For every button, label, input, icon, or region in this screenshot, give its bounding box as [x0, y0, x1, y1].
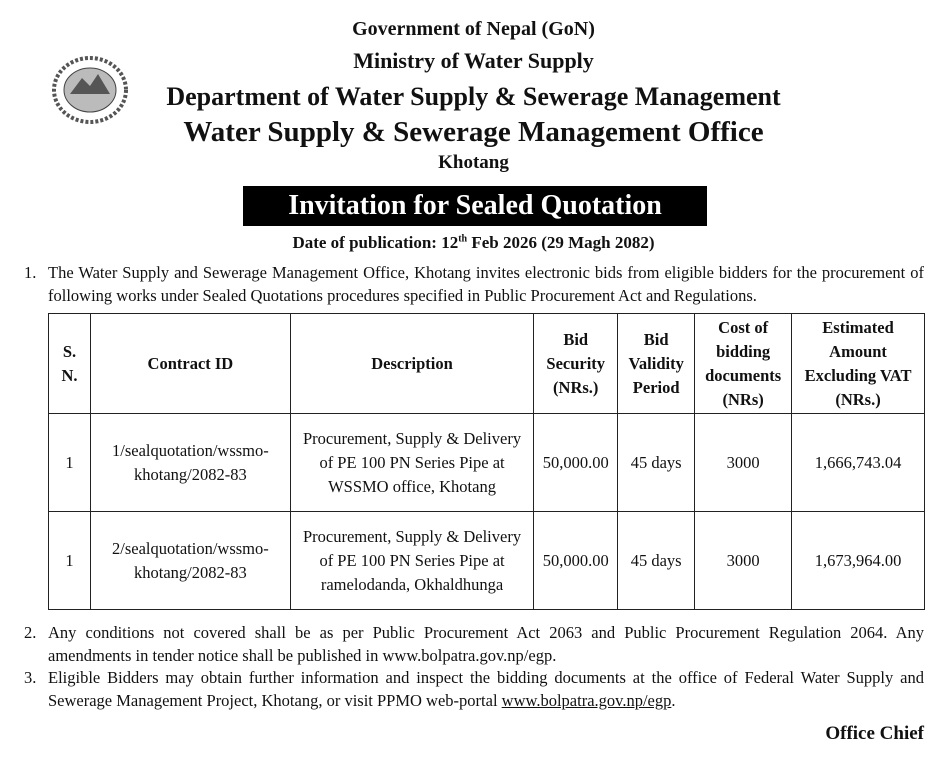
ministry: Ministry of Water Supply	[353, 48, 594, 73]
table-cell: 3000	[694, 413, 793, 512]
header-row: S. N. Contract ID Description Bid Security (NR…	[48, 313, 925, 414]
item-number: 3.	[24, 668, 37, 687]
header-line: Estimated	[822, 317, 894, 337]
table-cell: Procurement, Supply & Delivery of PE 100…	[289, 511, 535, 610]
header-cell: Cost of bidding documents (NRs)	[694, 313, 793, 414]
table-cell: 50,000.00	[533, 413, 619, 512]
table-cell: 50,000.00	[533, 511, 619, 610]
title: Invitation for Sealed Quotation	[243, 186, 707, 226]
table-row: 1 2/sealquotation/wssmo-khotang/2082-83 Pr…	[48, 511, 925, 610]
header-cell: Bid Validity Period	[617, 313, 696, 414]
header-line: documents	[705, 365, 782, 385]
location: Khotang	[438, 152, 509, 173]
table-cell: 1,673,964.00	[791, 511, 925, 610]
table-body: 1 1/sealquotation/wssmo-khotang/2082-83 Pr…	[48, 413, 925, 610]
header-cell: Contract ID	[89, 313, 291, 414]
table-cell: 45 days	[617, 413, 696, 512]
table-cell: 1,666,743.04	[791, 413, 925, 512]
header-line: Security	[546, 353, 606, 373]
header-line: S.	[62, 341, 77, 361]
header-line: Excluding VAT	[804, 365, 912, 385]
header-cell: S. N.	[48, 313, 91, 414]
header-cell: Estimated Amount Excluding VAT (NRs.)	[791, 313, 925, 414]
table-cell: 3000	[694, 511, 793, 610]
table-row: 1 1/sealquotation/wssmo-khotang/2082-83 Pr…	[48, 413, 925, 512]
header-line: Bid	[643, 329, 669, 349]
item-text-end: .	[671, 691, 676, 710]
item-text: The Water Supply and Sewerage Management…	[48, 263, 924, 305]
header-line: bidding	[716, 341, 771, 361]
bid-table: S. N. Contract ID Description Bid Security (NR…	[48, 313, 925, 610]
header-line: N.	[61, 365, 78, 385]
item-text-body: Eligible Bidders may obtain further info…	[48, 668, 924, 710]
header-line: Contract ID	[147, 353, 234, 373]
publication-date: Date of publication: 12th Feb 2026 (29 M…	[0, 233, 947, 253]
government: Government of Nepal (GoN)	[352, 18, 595, 40]
table-cell: 1	[48, 413, 91, 512]
header-line: Description	[371, 353, 453, 373]
item-number: 1.	[24, 263, 37, 282]
date-suffix: Feb 2026 (29 Magh 2082)	[467, 233, 655, 252]
header-cell: Description	[289, 313, 535, 414]
table-cell: 1/sealquotation/wssmo-khotang/2082-83	[89, 413, 291, 512]
header-line: Amount	[829, 341, 887, 361]
header-line: Period	[632, 377, 680, 397]
table-cell: 1	[48, 511, 91, 610]
header-line: Bid	[563, 329, 589, 349]
item-number: 2.	[24, 623, 37, 642]
table-cell: Procurement, Supply & Delivery of PE 100…	[289, 413, 535, 512]
header-cell: Bid Security (NRs.)	[533, 313, 619, 414]
signature: Office Chief	[825, 723, 924, 744]
date-prefix: Date of publication: 12	[292, 233, 459, 252]
table-cell: 45 days	[617, 511, 696, 610]
emblem	[52, 56, 128, 124]
table-cell: 2/sealquotation/wssmo-khotang/2082-83	[89, 511, 291, 610]
portal-link[interactable]: www.bolpatra.gov.np/egp	[501, 691, 672, 710]
header-line: (NRs.)	[553, 377, 599, 397]
item-text: Eligible Bidders may obtain further info…	[48, 666, 924, 712]
header-line: (NRs.)	[835, 389, 881, 409]
office: Water Supply & Sewerage Management Offic…	[183, 116, 764, 148]
header-line: Cost of	[718, 317, 769, 337]
header-line: Validity	[628, 353, 684, 373]
header-line: (NRs)	[722, 389, 764, 409]
item-text: Any conditions not covered shall be as p…	[48, 623, 924, 665]
department: Department of Water Supply & Sewerage Ma…	[166, 82, 781, 111]
date-superscript: th	[458, 233, 468, 245]
